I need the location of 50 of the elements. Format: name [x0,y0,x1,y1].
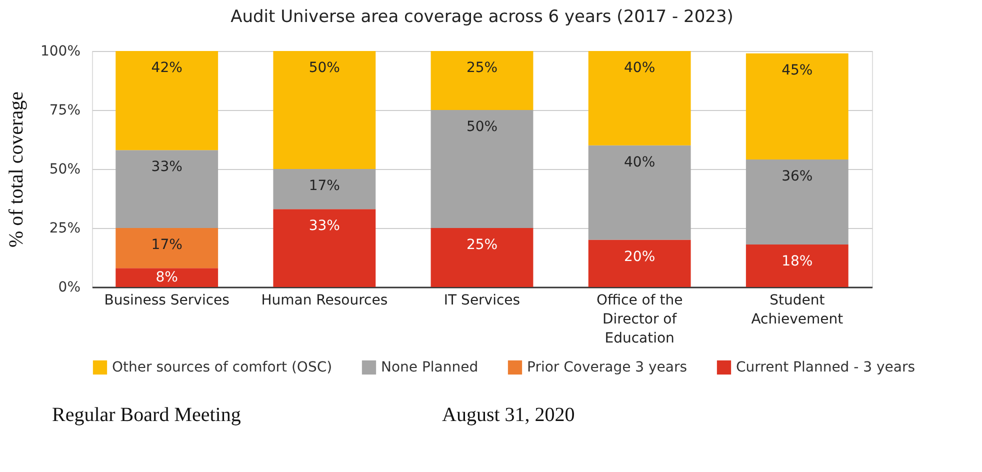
data-label: 45% [782,62,813,78]
legend-label: Other sources of comfort (OSC) [112,359,332,376]
x-tick-label: Human Resources [261,292,388,308]
bar [588,51,691,146]
bar [430,51,534,110]
y-tick-label: 0% [58,280,80,296]
data-label: 36% [782,168,813,185]
legend-label: Current Planned - 3 years [736,359,916,376]
bar [746,160,848,245]
chart-title: Audit Universe area coverage across 6 years (2017 - 2023) [230,7,734,27]
bar [116,228,218,268]
data-label: 40% [624,60,656,76]
data-label: 17% [308,178,340,194]
x-tick-label: Office of the Director of Education [596,292,683,346]
bar [273,209,376,287]
bar [430,228,534,287]
data-label: 20% [624,248,656,265]
data-label: 25% [466,60,498,76]
data-label: 40% [624,154,656,170]
y-tick-label: 75% [49,102,80,118]
text: August 31, 2020 [442,404,575,426]
data-label: 18% [782,254,813,270]
legend-label: Prior Coverage 3 years [527,359,688,376]
y-tick-label: 50% [49,162,80,178]
data-label: 33% [151,159,182,176]
data-label: 17% [151,237,182,253]
x-tick-label: Student Achievement [751,292,844,328]
bar [746,244,848,287]
data-label: 33% [308,218,340,234]
bar [273,51,376,169]
bar [116,268,218,287]
bar [588,240,691,287]
data-label: 25% [466,237,498,253]
bar [430,110,534,228]
bar [116,51,218,150]
bar [116,150,218,228]
text: Regular Board Meeting [52,404,241,426]
bar [273,169,376,210]
x-tick-label: IT Services [444,292,520,308]
bar [588,145,691,240]
x-tick-label: Business Services [104,292,230,308]
data-label: 42% [151,60,182,76]
data-label: 50% [308,60,340,76]
y-axis-title: % of total coverage [5,91,28,248]
data-label: 50% [466,119,498,135]
y-tick-label: 25% [49,220,80,236]
y-tick-label: 100% [40,44,80,60]
data-label: 8% [156,270,178,286]
legend-label: None Planned [381,359,478,376]
bar [746,53,848,160]
